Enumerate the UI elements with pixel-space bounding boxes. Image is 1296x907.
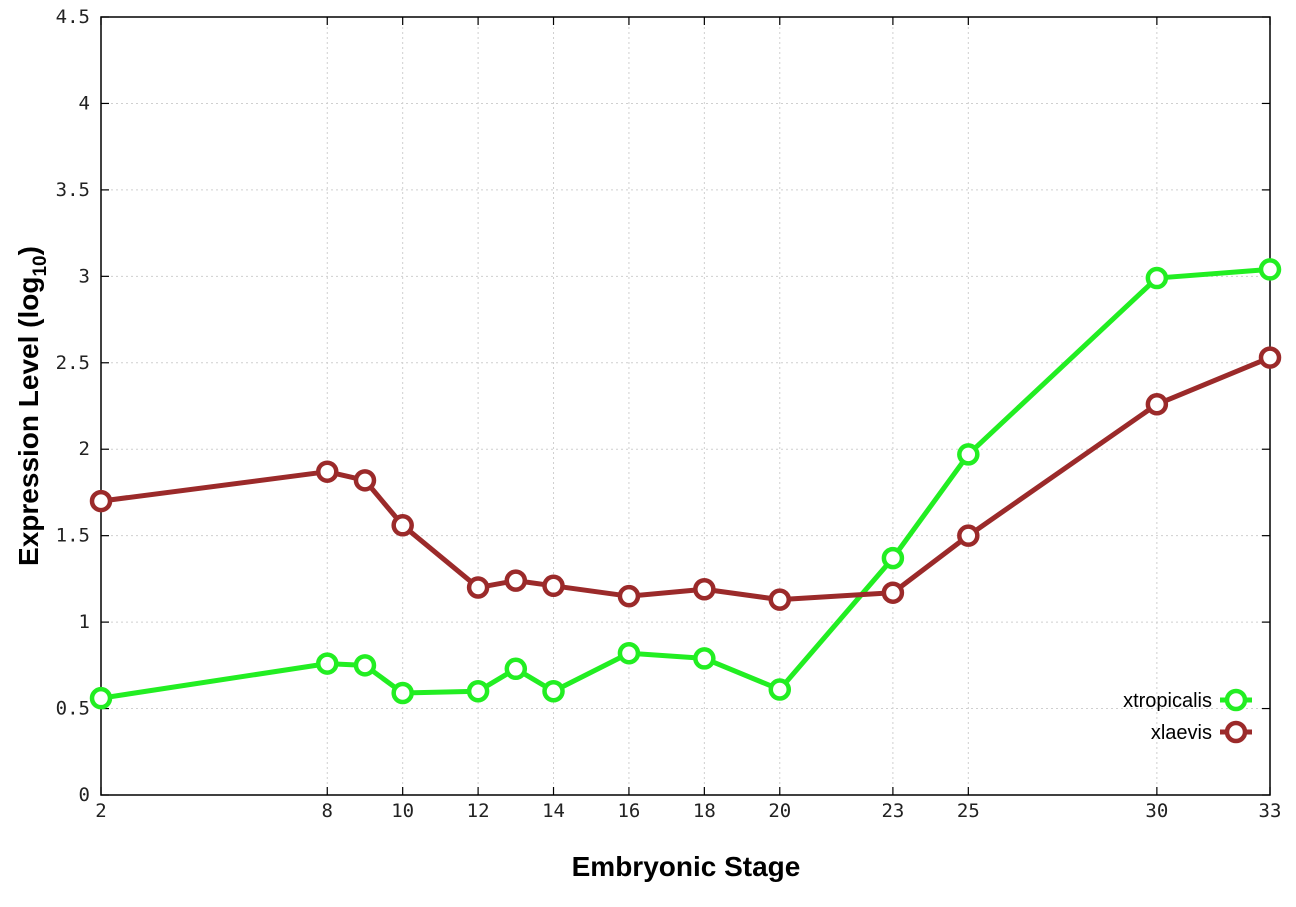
y-tick-label: 0.5 xyxy=(56,698,90,720)
data-point xyxy=(617,584,641,608)
data-point xyxy=(89,686,113,710)
data-point xyxy=(693,647,716,670)
data-point xyxy=(693,578,716,601)
legend-marker xyxy=(1224,720,1248,744)
legend: xtropicalis xlaevis xyxy=(1123,688,1252,744)
y-tick-label: 4 xyxy=(79,92,90,114)
x-tick-label: 18 xyxy=(693,800,716,822)
data-point xyxy=(1258,258,1282,281)
legend-marker xyxy=(1224,688,1248,712)
data-point xyxy=(617,641,641,665)
x-tick-label: 30 xyxy=(1145,800,1168,822)
x-tick-label: 23 xyxy=(881,800,904,822)
plot-frame xyxy=(100,16,1271,796)
y-axis-title: Expression Level (log10) xyxy=(13,246,51,566)
x-tick-label: 8 xyxy=(322,800,333,822)
y-tick-label: 4.5 xyxy=(56,6,90,28)
y-tick-label: 1 xyxy=(79,611,90,633)
data-point xyxy=(1258,346,1282,369)
legend-label: xlaevis xyxy=(1151,722,1212,744)
data-point xyxy=(1145,266,1169,290)
series-line xyxy=(100,266,1271,701)
x-tick-label: 12 xyxy=(467,800,490,822)
data-point xyxy=(504,569,528,592)
y-axis-title-close: ) xyxy=(13,246,44,255)
series-layer xyxy=(89,258,1282,710)
y-tick-label: 0 xyxy=(79,784,90,806)
x-axis-title: Embryonic Stage xyxy=(572,851,801,882)
data-point xyxy=(353,469,377,492)
series-line xyxy=(100,355,1271,603)
data-point xyxy=(316,460,339,483)
series-xlaevis xyxy=(89,346,1282,611)
data-point xyxy=(504,657,528,681)
y-tick-label: 3 xyxy=(79,265,90,287)
data-point xyxy=(316,652,339,675)
y-tick-label: 1.5 xyxy=(56,525,90,547)
tick-layer: 0 0.5 1 1.5 2 2.5 3 3.5 4 4.5 2 8 10 12 14 16 18 20 23 25 30… xyxy=(56,6,1282,822)
data-point xyxy=(881,546,905,570)
data-point xyxy=(466,680,490,703)
series-xtropicalis xyxy=(89,258,1282,710)
x-tick-label: 14 xyxy=(542,800,565,822)
x-tick-label: 25 xyxy=(957,800,980,822)
data-point xyxy=(391,514,414,537)
x-tick-label: 16 xyxy=(617,800,640,822)
x-tick-label: 20 xyxy=(768,800,791,822)
legend-item: xtropicalis xyxy=(1123,688,1252,712)
data-point xyxy=(881,581,905,604)
data-point xyxy=(542,574,565,598)
y-axis-title-main: Expression Level (log xyxy=(13,277,44,566)
x-tick-label: 2 xyxy=(95,800,106,822)
x-tick-label: 33 xyxy=(1259,800,1282,822)
legend-label: xtropicalis xyxy=(1123,690,1212,712)
data-point xyxy=(466,576,490,599)
data-point xyxy=(542,680,565,703)
data-point xyxy=(957,443,980,466)
data-point xyxy=(768,678,792,701)
data-point xyxy=(957,524,980,547)
data-point xyxy=(1145,393,1169,416)
data-point xyxy=(89,489,113,513)
y-axis-title-subscript: 10 xyxy=(30,255,51,276)
y-tick-label: 2.5 xyxy=(56,352,90,374)
grid-layer xyxy=(101,17,1270,795)
data-point xyxy=(391,681,414,705)
y-tick-label: 3.5 xyxy=(56,179,90,201)
data-point xyxy=(353,654,377,677)
y-tick-label: 2 xyxy=(79,438,90,460)
legend-item: xlaevis xyxy=(1151,720,1252,744)
data-point xyxy=(768,588,792,611)
x-tick-label: 10 xyxy=(391,800,414,822)
